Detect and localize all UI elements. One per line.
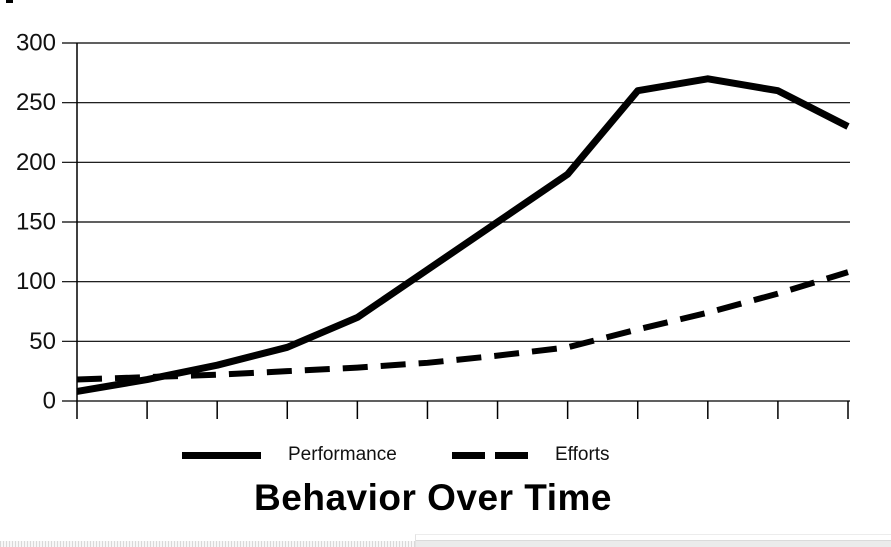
- performance-line: [76, 75, 850, 395]
- chart-title: Behavior Over Time: [254, 477, 612, 518]
- y-tick-label-50: 50: [29, 328, 56, 355]
- y-tick-label-200: 200: [16, 149, 56, 176]
- top-left-artifact: [6, 0, 13, 3]
- efforts-line: [76, 269, 849, 383]
- efforts-line-swatch: [452, 452, 528, 459]
- legend-label-efforts: Efforts: [555, 444, 610, 465]
- legend-label-performance: Performance: [288, 444, 397, 465]
- y-tick-label-100: 100: [16, 268, 56, 295]
- y-tick-label-0: 0: [43, 388, 56, 415]
- horizontal-scrollbar[interactable]: [416, 540, 891, 547]
- bottom-right-panel: [415, 534, 891, 547]
- y-tick-label-300: 300: [16, 30, 56, 57]
- performance-line-swatch: [182, 452, 261, 459]
- y-tick-label-250: 250: [16, 89, 56, 116]
- y-tick-label-150: 150: [16, 209, 56, 236]
- page-boundary-strip: [0, 541, 415, 547]
